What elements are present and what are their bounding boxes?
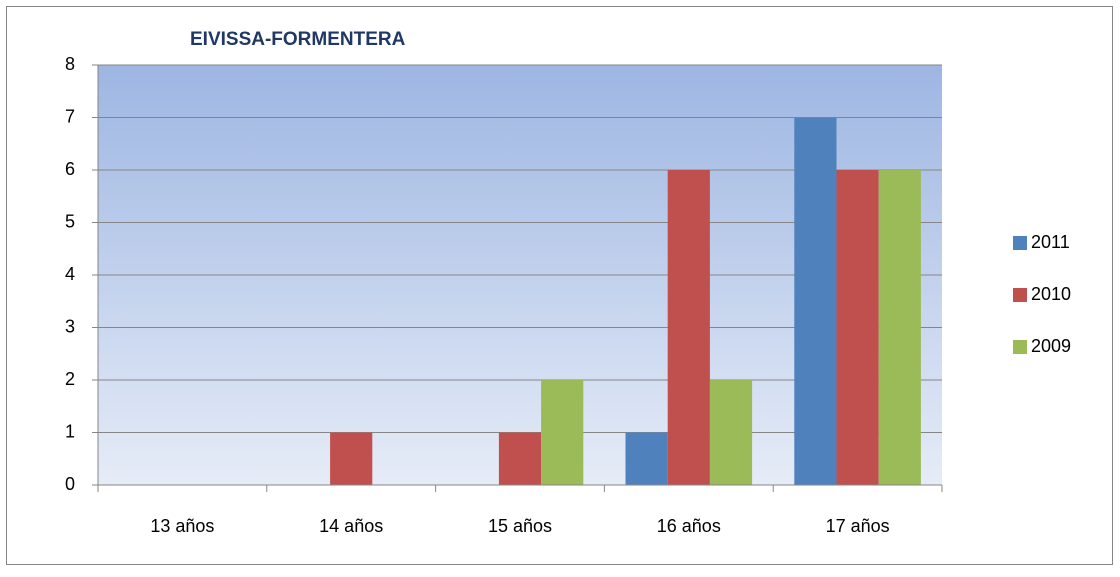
bar bbox=[667, 170, 710, 485]
bar bbox=[878, 170, 921, 485]
y-tick-label: 8 bbox=[65, 54, 75, 74]
legend-label: 2009 bbox=[1031, 336, 1071, 356]
bar bbox=[794, 117, 837, 485]
bar bbox=[625, 432, 668, 485]
y-tick-label: 1 bbox=[65, 421, 75, 441]
bar bbox=[541, 380, 584, 485]
y-tick-label: 2 bbox=[65, 369, 75, 389]
bar bbox=[330, 432, 373, 485]
y-tick-label: 6 bbox=[65, 159, 75, 179]
y-tick-label: 5 bbox=[65, 211, 75, 231]
legend-swatch bbox=[1013, 236, 1027, 250]
y-tick-label: 0 bbox=[65, 474, 75, 494]
legend-swatch bbox=[1013, 288, 1027, 302]
x-tick-label: 14 años bbox=[319, 516, 383, 536]
legend-label: 2010 bbox=[1031, 284, 1071, 304]
x-tick-label: 13 años bbox=[150, 516, 214, 536]
bar bbox=[498, 432, 542, 485]
x-tick-label: 15 años bbox=[488, 516, 552, 536]
legend-swatch bbox=[1013, 340, 1027, 354]
y-tick-label: 7 bbox=[65, 106, 75, 126]
y-tick-label: 4 bbox=[65, 264, 75, 284]
chart-title: EIVISSA-FORMENTERA bbox=[190, 29, 406, 50]
legend-label: 2011 bbox=[1031, 232, 1070, 252]
x-tick-label: 16 años bbox=[657, 516, 721, 536]
y-tick-label: 3 bbox=[65, 316, 75, 336]
bar bbox=[836, 170, 879, 485]
x-tick-label: 17 años bbox=[826, 516, 890, 536]
bar bbox=[709, 380, 753, 485]
